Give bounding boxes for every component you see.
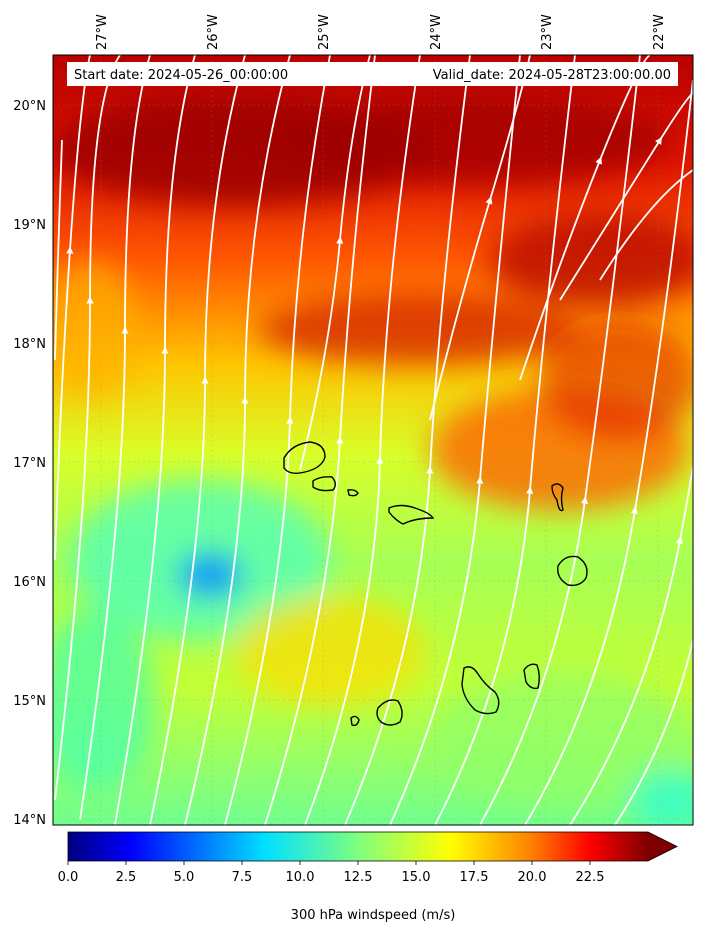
colorbar-tick-label: 12.5 (344, 870, 373, 885)
windspeed-field (53, 55, 693, 825)
lon-label: 24°W (429, 14, 444, 50)
longitude-labels: 27°W 26°W 25°W 24°W 23°W 22°W (95, 14, 667, 50)
lat-label: 20°N (13, 99, 46, 114)
colorbar-tick-label: 15.0 (402, 870, 431, 885)
colorbar-label: 300 hPa windspeed (m/s) (291, 908, 456, 923)
lat-label: 14°N (13, 813, 46, 828)
colorbar-outline (67, 831, 678, 862)
map-frame (52, 54, 694, 826)
colorbar-ticks (67, 861, 591, 865)
valid-date-label: Valid_date: 2024-05-28T23:00:00.00 (433, 68, 671, 83)
island-sao-nicolau (388, 504, 435, 525)
lon-label: 22°W (652, 14, 667, 50)
colorbar-tick-label: 20.0 (518, 870, 547, 885)
colorbar-tick-label: 2.5 (116, 870, 137, 885)
island-fogo (376, 699, 403, 726)
lon-label: 27°W (95, 14, 110, 50)
wind-streamlines (54, 55, 693, 825)
start-date-label: Start date: 2024-05-26_00:00:00 (74, 68, 288, 83)
island-sal (551, 483, 564, 512)
island-boa-vista (557, 555, 588, 587)
colorbar-tick-label: 5.0 (174, 870, 195, 885)
lat-label: 18°N (13, 337, 46, 352)
date-info-box: Start date: 2024-05-26_00:00:00 Valid_da… (67, 62, 678, 86)
lat-label: 15°N (13, 694, 46, 709)
lon-label: 23°W (540, 14, 555, 50)
colorbar-tick-label: 7.5 (232, 870, 253, 885)
colorbar-tick-labels: 0.0 2.5 5.0 7.5 10.0 12.5 15.0 17.5 20.0… (58, 870, 605, 885)
colorbar-gradient (68, 832, 648, 861)
lat-label: 17°N (13, 456, 46, 471)
colorbar-tick-label: 22.5 (576, 870, 605, 885)
graticule (53, 55, 693, 825)
island-brava (350, 715, 360, 727)
island-maio (523, 663, 540, 690)
lat-label: 19°N (13, 218, 46, 233)
island-santo-antao (283, 441, 326, 475)
colorbar-tick-label: 0.0 (58, 870, 79, 885)
colorbar-extend-arrow (648, 832, 677, 861)
island-sao-vicente (312, 476, 336, 492)
colorbar: 0.0 2.5 5.0 7.5 10.0 12.5 15.0 17.5 20.0… (58, 831, 678, 923)
island-santiago (461, 666, 500, 715)
lon-label: 26°W (206, 14, 221, 50)
lat-label: 16°N (13, 575, 46, 590)
island-santa-luzia (347, 489, 359, 497)
colorbar-tick-label: 10.0 (286, 870, 315, 885)
coastlines (283, 441, 588, 727)
lon-label: 25°W (317, 14, 332, 50)
colorbar-tick-label: 17.5 (460, 870, 489, 885)
latitude-labels: 20°N 19°N 18°N 17°N 16°N 15°N 14°N (13, 99, 46, 828)
